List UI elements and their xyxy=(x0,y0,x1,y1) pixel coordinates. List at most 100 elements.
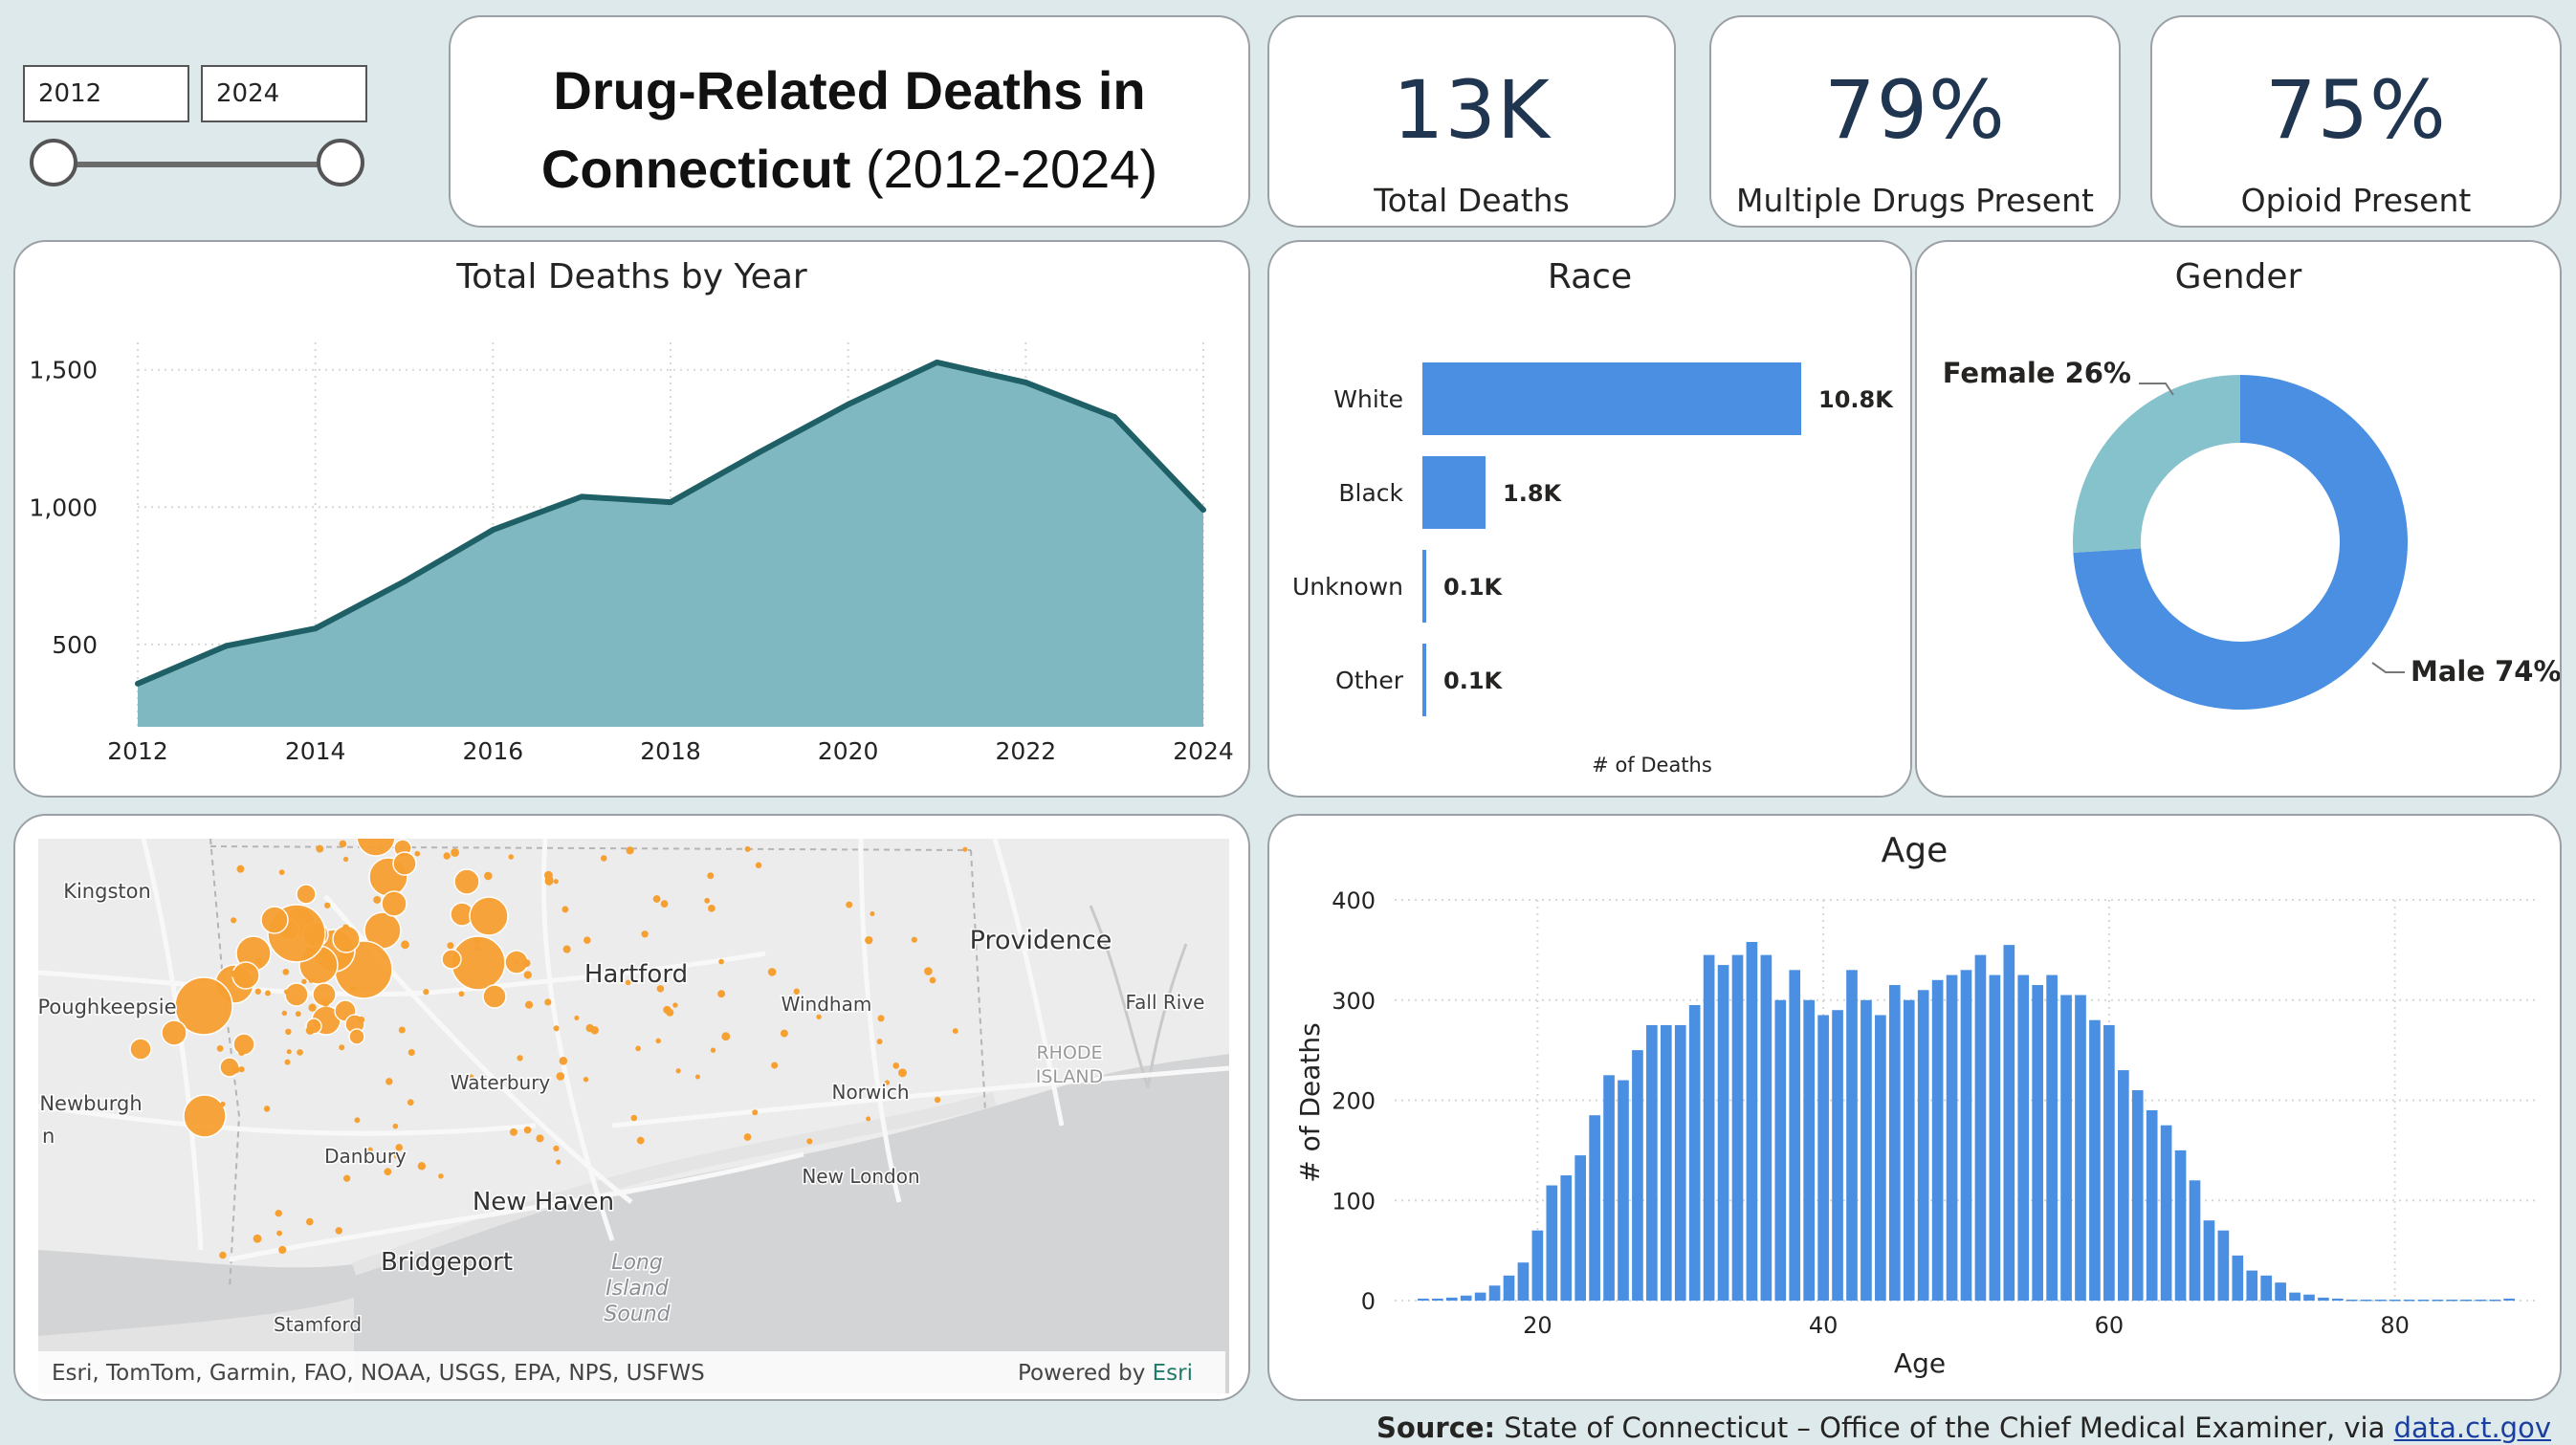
road xyxy=(858,839,902,1203)
end-year-handle[interactable] xyxy=(317,139,364,186)
category-label: White xyxy=(1333,385,1403,413)
x-axis-title: Age xyxy=(1894,1347,1946,1379)
map-point xyxy=(553,879,559,885)
map-point xyxy=(284,989,290,995)
map-label-waterbury: Waterbury xyxy=(451,1071,551,1094)
data-point xyxy=(579,493,585,500)
leader-line-male xyxy=(2371,662,2405,673)
road xyxy=(611,1065,1229,1128)
race-bar xyxy=(1422,644,1426,716)
map-point xyxy=(793,988,801,995)
y-tick-label: 1,000 xyxy=(29,493,98,521)
category-label: Other xyxy=(1335,667,1404,694)
map-label-sound3: Sound xyxy=(604,1303,671,1326)
map-point xyxy=(284,1059,291,1065)
map-attribution-bar: Esri, TomTom, Garmin, FAO, NOAA, USGS, E… xyxy=(38,1351,1225,1399)
map-point xyxy=(236,865,245,873)
age-bar xyxy=(2345,1299,2358,1302)
map-point xyxy=(755,862,762,869)
map-point xyxy=(348,1028,365,1045)
map-point xyxy=(278,1245,287,1255)
map-point xyxy=(672,1002,678,1008)
age-bar xyxy=(1418,1298,1429,1301)
map-point xyxy=(129,1038,152,1061)
map-point xyxy=(356,839,396,857)
map-point xyxy=(583,936,591,944)
map-point xyxy=(482,984,507,1009)
age-bar xyxy=(1875,1015,1886,1301)
age-bar xyxy=(1632,1050,1643,1301)
end-year-input[interactable]: 2024 xyxy=(201,65,367,122)
age-bar xyxy=(1960,970,1972,1301)
age-bar xyxy=(2275,1282,2286,1301)
y-tick-label: 100 xyxy=(1332,1188,1376,1215)
y-tick-label: 200 xyxy=(1332,1088,1376,1115)
race-bar xyxy=(1422,362,1801,435)
map-point xyxy=(321,997,330,1007)
age-bar xyxy=(2475,1299,2487,1302)
start-year-input[interactable]: 2012 xyxy=(23,65,189,122)
age-bar xyxy=(1946,974,1958,1301)
race-bar xyxy=(1422,456,1486,529)
x-tick-label: 2024 xyxy=(1173,737,1234,765)
map-point xyxy=(934,1096,941,1104)
map-point xyxy=(635,1045,641,1052)
map-point xyxy=(183,1094,227,1138)
chart-title: Race xyxy=(1547,257,1633,296)
map-point xyxy=(473,937,482,945)
age-bar xyxy=(2303,1294,2315,1301)
narragansett-bay xyxy=(1089,905,1188,1088)
age-bar xyxy=(1817,1015,1829,1301)
map-point xyxy=(752,1109,759,1116)
x-tick-label: 2014 xyxy=(285,737,346,765)
age-bar xyxy=(1703,954,1715,1301)
y-tick-label: 500 xyxy=(52,631,98,659)
map-point xyxy=(924,967,933,975)
age-bar xyxy=(1460,1295,1472,1301)
data-point xyxy=(934,359,940,365)
map-point xyxy=(395,1144,403,1151)
page-title-state: Connecticut xyxy=(540,139,851,199)
map-point xyxy=(231,1065,240,1074)
map-points[interactable] xyxy=(129,839,968,1259)
map-point xyxy=(962,846,968,852)
data-point xyxy=(223,643,230,649)
area-fill xyxy=(138,361,1203,727)
map-point xyxy=(260,906,289,934)
map-point xyxy=(708,904,716,912)
map-point xyxy=(877,1015,885,1022)
source-link[interactable]: data.ct.gov xyxy=(2393,1412,2551,1444)
age-bar xyxy=(1618,1080,1629,1301)
age-bar xyxy=(1746,941,1758,1301)
map-point xyxy=(381,890,407,917)
age-bar xyxy=(1589,1115,1600,1301)
road xyxy=(229,1151,804,1262)
map-powered-brand[interactable]: Esri xyxy=(1152,1361,1193,1386)
age-card: Age 0 100 200 300 400 20 40 60 80 Age # of Deaths xyxy=(1267,814,2562,1401)
map-point xyxy=(335,1227,342,1235)
ct-map[interactable]: Kingston Poughkeepsie Newburgh Providence Fa… xyxy=(38,839,1229,1393)
map-point xyxy=(447,942,454,950)
age-bar xyxy=(1888,985,1901,1301)
start-year-handle[interactable] xyxy=(30,139,77,186)
map-point xyxy=(231,970,238,978)
age-bar xyxy=(1431,1298,1443,1301)
age-bar xyxy=(2075,995,2086,1301)
year-slider-track[interactable] xyxy=(54,162,341,167)
age-bar xyxy=(1674,1024,1686,1301)
map-point xyxy=(574,1015,580,1020)
x-tick-label: 2022 xyxy=(996,737,1057,765)
map-point xyxy=(316,844,324,853)
map-point xyxy=(296,884,317,905)
age-bar xyxy=(1903,999,1915,1301)
x-tick-label: 2020 xyxy=(818,737,879,765)
map-point xyxy=(744,845,751,852)
map-point xyxy=(544,875,554,885)
map-point xyxy=(305,1217,314,1226)
age-bar xyxy=(2360,1299,2372,1302)
map-point xyxy=(238,1066,245,1073)
map-point xyxy=(278,869,285,875)
map-label-new_london: New London xyxy=(802,1165,919,1188)
map-point xyxy=(562,945,571,953)
map-point xyxy=(349,985,357,992)
